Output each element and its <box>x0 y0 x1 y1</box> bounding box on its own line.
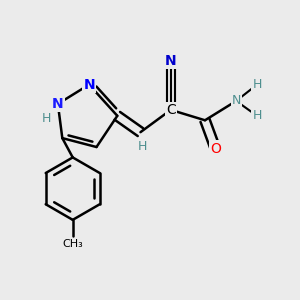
Text: N: N <box>83 78 95 92</box>
Text: N: N <box>165 54 177 68</box>
Text: H: H <box>252 109 262 122</box>
Text: CH₃: CH₃ <box>62 238 83 249</box>
Text: H: H <box>137 140 147 153</box>
Text: C: C <box>166 103 176 117</box>
Text: O: O <box>210 142 221 155</box>
Text: N: N <box>52 97 64 111</box>
Text: H: H <box>42 112 51 125</box>
Text: N: N <box>232 94 241 107</box>
Text: H: H <box>252 78 262 91</box>
